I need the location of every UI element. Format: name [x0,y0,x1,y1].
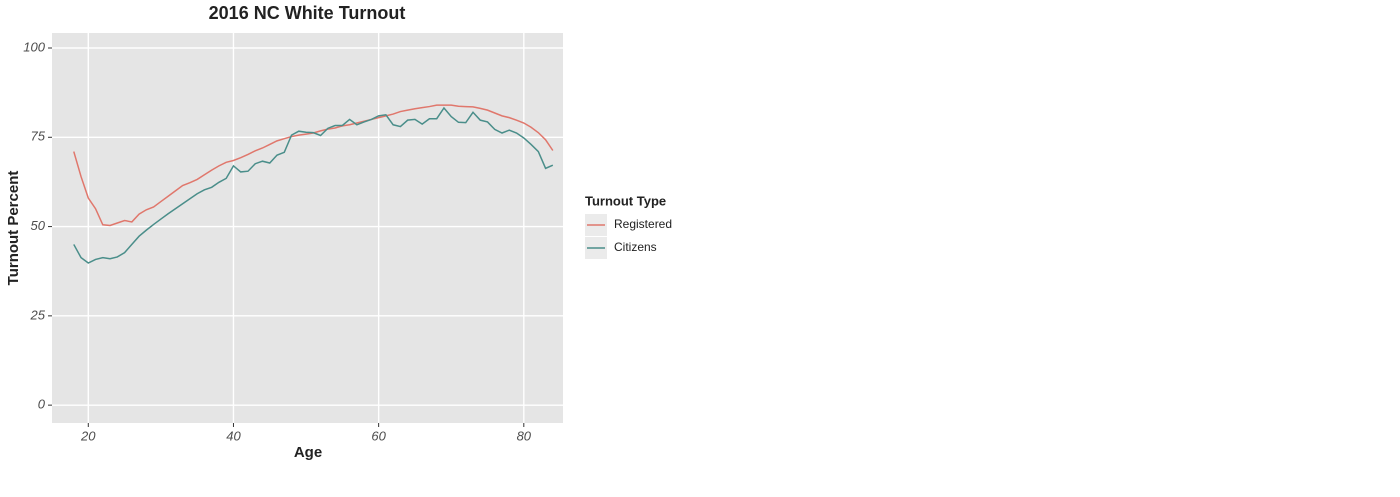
legend-label: Registered [614,217,672,231]
legend-label: Citizens [614,240,657,254]
x-axis-label: Age [294,444,322,461]
x-tick-label: 40 [226,428,241,443]
chart-title: 2016 NC White Turnout [209,3,406,23]
y-tick-label: 50 [31,218,46,233]
x-tick-label: 20 [80,428,96,443]
y-axis-label: Turnout Percent [5,171,22,286]
x-tick-label: 80 [517,428,532,443]
y-tick-label: 0 [38,397,46,412]
y-tick-label: 75 [31,129,46,144]
y-tick-label: 100 [23,39,45,54]
y-tick-label: 25 [30,307,46,322]
legend-title: Turnout Type [585,193,666,208]
plot-background [52,33,563,423]
series-line [73,106,554,264]
x-tick-label: 60 [371,428,386,443]
